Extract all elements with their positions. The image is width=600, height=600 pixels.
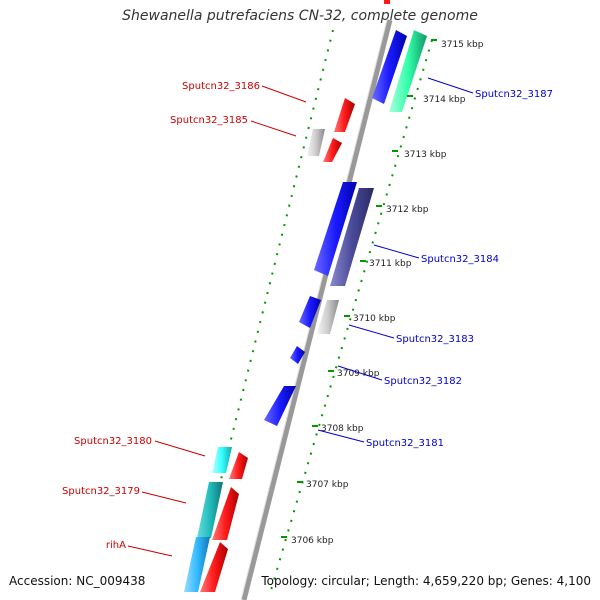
- gene-arrow-sputcn32-3180[interactable]: [229, 452, 248, 479]
- gene-arrow-sputcn32-3187-teal[interactable]: [389, 30, 427, 112]
- gene-label-sputcn32-3185[interactable]: Sputcn32_3185: [170, 115, 248, 126]
- right-dotted-track: [270, 39, 433, 591]
- gene-label-riha[interactable]: rihA: [106, 540, 126, 551]
- leader-line-sputcn32-3183: [348, 324, 395, 339]
- tick-label-3715: 3715 kbp: [441, 40, 484, 50]
- tick-label-3714: 3714 kbp: [423, 95, 466, 105]
- tick-label-3712: 3712 kbp: [386, 205, 429, 215]
- leader-line-riha: [127, 545, 173, 557]
- gene-label-sputcn32-3179[interactable]: Sputcn32_3179: [62, 486, 140, 497]
- tick-label-3711: 3711 kbp: [369, 259, 412, 269]
- leader-line-sputcn32-3181: [317, 429, 365, 443]
- gene-label-sputcn32-3186[interactable]: Sputcn32_3186: [182, 81, 260, 92]
- gene-arrow-sputcn32-3179-darkcyan[interactable]: [197, 482, 223, 538]
- leader-line-sputcn32-3185: [250, 120, 297, 137]
- tick-label-3707: 3707 kbp: [306, 480, 349, 490]
- leader-line-sputcn32-3179: [141, 491, 187, 504]
- accession-text: Accession: NC_009438: [9, 574, 146, 588]
- gene-arrow-sputcn32-3183-gray[interactable]: [317, 300, 339, 334]
- gene-label-sputcn32-3181[interactable]: Sputcn32_3181: [366, 438, 444, 449]
- gene-arrow-sputcn32-3181[interactable]: [264, 386, 296, 426]
- gene-arrow-sputcn32-3184[interactable]: [314, 182, 357, 276]
- tick-label-3706: 3706 kbp: [291, 536, 334, 546]
- leader-line-sputcn32-3182: [337, 365, 383, 381]
- gene-arrow-riha[interactable]: [200, 542, 228, 592]
- gene-label-sputcn32-3187[interactable]: Sputcn32_3187: [475, 89, 553, 100]
- gene-label-sputcn32-3183[interactable]: Sputcn32_3183: [396, 334, 474, 345]
- gene-label-sputcn32-3182[interactable]: Sputcn32_3182: [384, 376, 462, 387]
- gene-arrow-sputcn32-3186[interactable]: [334, 98, 355, 132]
- gene-arrow-sputcn32-3185-gray[interactable]: [307, 129, 325, 156]
- gene-arrow-sputcn32-3179[interactable]: [212, 487, 239, 540]
- tick-label-3708: 3708 kbp: [321, 424, 364, 434]
- leader-line-sputcn32-3186: [261, 85, 307, 103]
- gene-arrow-riha-sky[interactable]: [184, 537, 210, 592]
- gene-arrow-sputcn32-3183[interactable]: [299, 296, 321, 328]
- leader-line-sputcn32-3187: [427, 77, 474, 94]
- tick-label-3710: 3710 kbp: [353, 314, 396, 324]
- top-red-mark: [384, 0, 390, 4]
- scale-ticks: [281, 39, 437, 538]
- leader-line-sputcn32-3180: [154, 440, 206, 457]
- gene-arrow-sputcn32-3187[interactable]: [372, 30, 407, 104]
- genome-stats-text: Topology: circular; Length: 4,659,220 bp…: [261, 574, 591, 588]
- gene-arrow-sputcn32-3180-cyan[interactable]: [212, 447, 232, 473]
- leader-line-sputcn32-3184: [373, 244, 420, 259]
- gene-arrow-sputcn32-3185[interactable]: [323, 138, 342, 162]
- tick-label-3709: 3709 kbp: [337, 369, 380, 379]
- tick-label-3713: 3713 kbp: [404, 150, 447, 160]
- gene-arrow-sputcn32-3182[interactable]: [290, 346, 305, 364]
- gene-label-sputcn32-3180[interactable]: Sputcn32_3180: [74, 436, 152, 447]
- gene-arrow-sputcn32-3184-purple[interactable]: [330, 188, 374, 286]
- gene-label-sputcn32-3184[interactable]: Sputcn32_3184: [421, 254, 499, 265]
